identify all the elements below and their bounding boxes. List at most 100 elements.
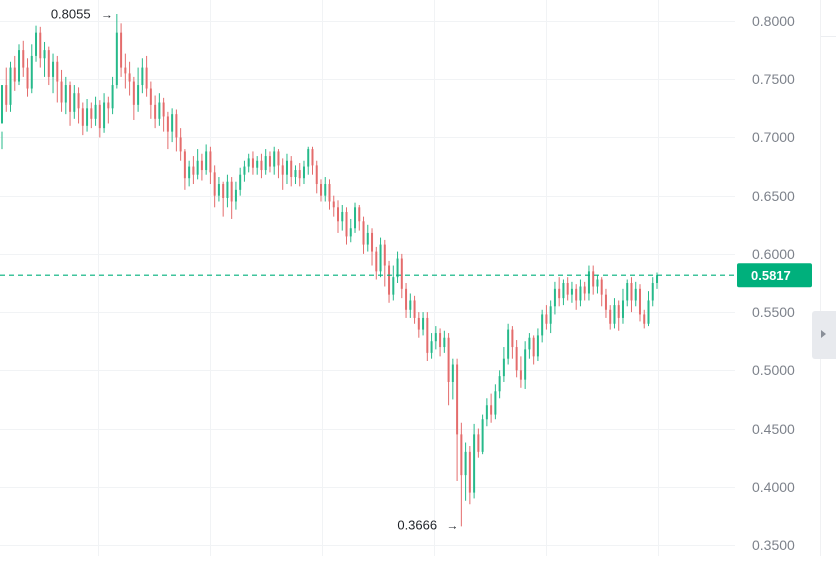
candle-body: [5, 85, 8, 105]
candle-up: [196, 149, 199, 180]
candle-body: [536, 335, 539, 357]
candle-down: [400, 253, 403, 299]
candle-down: [162, 97, 165, 132]
candle-down: [149, 81, 152, 119]
candle-up: [1, 85, 3, 150]
candle-up: [549, 300, 552, 334]
candle-down: [515, 340, 518, 378]
candle-body: [86, 108, 89, 126]
candle-body: [149, 88, 152, 105]
candle-up: [596, 274, 599, 294]
candle-up: [234, 181, 237, 210]
candle-body: [103, 102, 106, 129]
candle-body: [532, 337, 535, 357]
candle-body: [583, 286, 586, 294]
candle-body: [171, 114, 174, 132]
candle-up: [18, 44, 21, 86]
candle-down: [22, 40, 25, 77]
expand-panel-handle[interactable]: [812, 311, 836, 359]
candle-body: [200, 160, 203, 171]
candle-down: [5, 67, 8, 112]
y-tick-label: 0.4500: [752, 421, 795, 437]
candle-up: [634, 281, 637, 307]
candle-body: [558, 288, 561, 299]
candle-down: [600, 277, 603, 307]
candle-body: [592, 271, 595, 287]
candle-up: [115, 14, 118, 89]
candle-body: [379, 244, 382, 272]
candle-body: [90, 108, 93, 119]
candle-body: [511, 329, 514, 348]
candle-down: [120, 23, 123, 77]
candle-down: [604, 288, 607, 318]
candle-down: [417, 312, 420, 338]
low-marker-arrow-icon: →: [446, 519, 458, 533]
candle-body: [549, 306, 552, 324]
candle-body: [60, 81, 63, 103]
axis-border-tick: [821, 36, 836, 37]
candle-up: [264, 149, 267, 175]
candle-body: [222, 184, 225, 198]
candle-body: [392, 277, 395, 295]
extreme-markers: 0.8055 → 0.3666 →: [51, 7, 459, 533]
candle-up: [349, 218, 352, 243]
candle-body: [175, 114, 178, 138]
candle-down: [192, 156, 195, 185]
candle-body: [247, 158, 250, 167]
candle-down: [175, 109, 178, 152]
candle-down: [166, 111, 169, 150]
candle-down: [575, 284, 578, 310]
y-tick-label: 0.6500: [752, 188, 795, 204]
candle-body: [651, 283, 654, 301]
y-tick-label: 0.4000: [752, 479, 795, 495]
candle-body: [188, 166, 191, 179]
candle-down: [439, 328, 442, 357]
candle-down: [319, 179, 322, 202]
candle-body: [81, 108, 84, 126]
candle-down: [98, 100, 101, 138]
candle-up: [86, 99, 89, 132]
candle-down: [566, 277, 569, 301]
candle-body: [447, 337, 450, 382]
candle-body: [124, 67, 127, 74]
candle-body: [519, 370, 522, 380]
candle-up: [217, 177, 220, 202]
candle-up: [239, 167, 242, 196]
candle-down: [251, 151, 254, 175]
candle-body: [290, 160, 293, 178]
candle-body: [617, 305, 620, 318]
candle-body: [243, 166, 246, 175]
candle-up: [379, 237, 382, 278]
candle-body: [575, 288, 578, 301]
candle-down: [617, 300, 620, 331]
candle-body: [502, 358, 505, 377]
candle-up: [481, 414, 484, 455]
candle-body: [285, 160, 288, 175]
candle-body: [375, 251, 378, 272]
candle-body: [515, 347, 518, 371]
candle-body: [277, 151, 280, 166]
candle-up: [434, 326, 437, 350]
candle-body: [205, 151, 208, 171]
candle-up: [188, 160, 191, 187]
candle-down: [345, 207, 348, 245]
candle-down: [592, 265, 595, 295]
candle-down: [222, 181, 225, 217]
candle-body: [553, 288, 556, 307]
candle-body: [541, 314, 544, 336]
high-marker-arrow-icon: →: [101, 8, 113, 22]
candle-up: [621, 288, 624, 324]
candle-up: [366, 224, 369, 252]
candle-body: [524, 349, 527, 380]
axis-border: [820, 0, 821, 556]
y-axis: 0.8000 0.7500 0.7000 0.6500 0.6000 0.5500 0.50…: [752, 13, 795, 553]
candle-up: [9, 61, 12, 112]
candle-up: [443, 330, 446, 353]
candle-up: [256, 156, 259, 175]
candle-body: [507, 329, 510, 359]
candle-down: [511, 326, 514, 359]
candle-body: [383, 244, 386, 266]
candle-down: [332, 195, 335, 217]
